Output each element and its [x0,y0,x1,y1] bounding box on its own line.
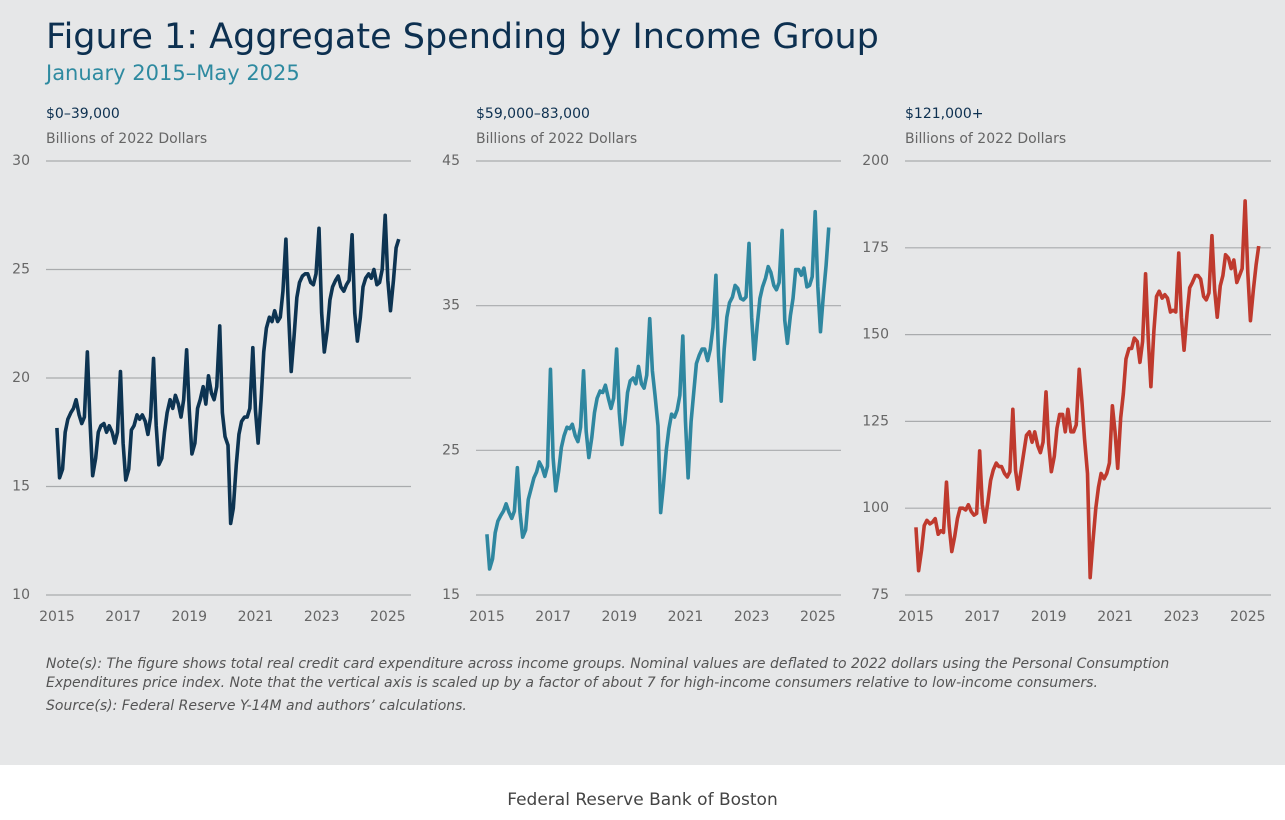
x-tick-label: 2025 [1230,609,1266,625]
y-tick-label: 25 [12,262,30,278]
y-tick-label: 20 [12,370,30,386]
x-tick-label: 2019 [1031,609,1067,625]
chart: Figure 1: Aggregate Spending by Income G… [12,17,1271,625]
y-axis-label: Billions of 2022 Dollars [905,131,1066,147]
y-tick-label: 200 [862,153,889,169]
panel-title: $59,000–83,000 [476,106,590,122]
data-line [55,213,401,526]
figure-title: Figure 1: Aggregate Spending by Income G… [46,17,879,57]
x-tick-label: 2021 [1097,609,1133,625]
data-line [914,199,1261,580]
x-tick-label: 2025 [800,609,836,625]
note: Note(s): The figure shows total real cre… [46,656,1170,691]
y-tick-label: 45 [442,153,460,169]
y-tick-label: 25 [442,442,460,458]
y-tick-label: 30 [12,153,30,169]
footer: Federal Reserve Bank of Boston [507,790,778,810]
y-tick-label: 150 [862,327,889,343]
figure-subtitle: January 2015–May 2025 [44,61,300,85]
y-axis-label: Billions of 2022 Dollars [46,131,207,147]
y-tick-label: 100 [862,500,889,516]
y-tick-label: 75 [871,587,889,603]
y-tick-label: 35 [442,298,460,314]
x-tick-label: 2017 [535,609,571,625]
x-tick-label: 2023 [734,609,770,625]
y-axis-label: Billions of 2022 Dollars [476,131,637,147]
x-tick-label: 2023 [304,609,340,625]
x-tick-label: 2021 [238,609,274,625]
x-tick-label: 2017 [105,609,141,625]
x-tick-label: 2021 [668,609,704,625]
x-tick-label: 2019 [601,609,637,625]
x-tick-label: 2019 [171,609,207,625]
x-tick-label: 2015 [39,609,75,625]
x-tick-label: 2017 [964,609,1000,625]
x-tick-label: 2023 [1164,609,1200,625]
panel-title: $121,000+ [905,106,984,122]
y-tick-label: 175 [862,240,889,256]
y-tick-label: 125 [862,413,889,429]
panel-title: $0–39,000 [46,106,120,122]
x-tick-label: 2025 [370,609,406,625]
y-tick-label: 10 [12,587,30,603]
y-tick-label: 15 [442,587,460,603]
x-tick-label: 2015 [469,609,505,625]
y-tick-label: 15 [12,479,30,495]
x-tick-label: 2015 [898,609,934,625]
source: Source(s): Federal Reserve Y-14M and aut… [46,698,467,714]
data-line [485,209,831,571]
